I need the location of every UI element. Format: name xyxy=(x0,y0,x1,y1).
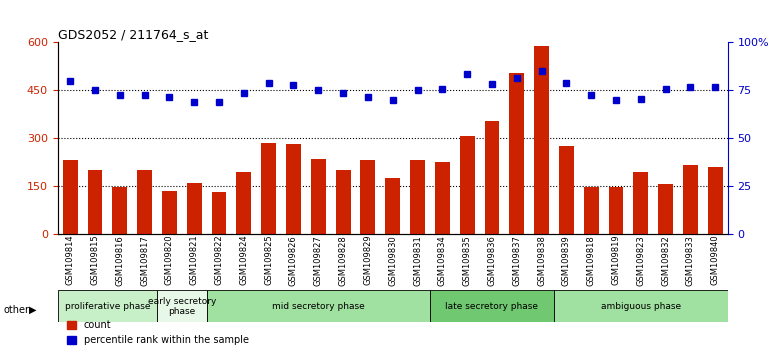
Bar xyxy=(286,144,301,234)
Bar xyxy=(534,46,549,234)
Bar xyxy=(137,170,152,234)
Bar xyxy=(460,136,474,234)
Text: GSM109819: GSM109819 xyxy=(611,235,621,285)
Text: ▶: ▶ xyxy=(29,305,37,315)
Bar xyxy=(261,143,276,234)
Text: GSM109820: GSM109820 xyxy=(165,235,174,285)
Text: GSM109829: GSM109829 xyxy=(363,235,373,285)
Text: late secretory phase: late secretory phase xyxy=(445,302,538,311)
Text: GSM109830: GSM109830 xyxy=(388,235,397,286)
Text: GSM109815: GSM109815 xyxy=(90,235,99,285)
Text: ambiguous phase: ambiguous phase xyxy=(601,302,681,311)
Bar xyxy=(634,171,648,234)
Bar xyxy=(336,170,350,234)
Text: GSM109832: GSM109832 xyxy=(661,235,670,286)
Text: GSM109826: GSM109826 xyxy=(289,235,298,286)
Text: GSM109827: GSM109827 xyxy=(313,235,323,286)
Bar xyxy=(236,171,251,234)
Bar xyxy=(157,290,206,322)
Bar xyxy=(212,192,226,234)
Text: GSM109824: GSM109824 xyxy=(239,235,249,285)
Bar xyxy=(559,146,574,234)
Bar xyxy=(584,188,598,234)
Text: GSM109822: GSM109822 xyxy=(215,235,223,285)
Text: GDS2052 / 211764_s_at: GDS2052 / 211764_s_at xyxy=(58,28,208,41)
Bar xyxy=(88,170,102,234)
Bar xyxy=(360,160,375,234)
Bar xyxy=(58,290,157,322)
Bar xyxy=(683,165,698,234)
Text: early secretory
phase: early secretory phase xyxy=(148,297,216,316)
Bar xyxy=(187,183,202,234)
Text: GSM109838: GSM109838 xyxy=(537,235,546,286)
Text: GSM109823: GSM109823 xyxy=(636,235,645,286)
Text: GSM109833: GSM109833 xyxy=(686,235,695,286)
Text: GSM109834: GSM109834 xyxy=(438,235,447,286)
Text: GSM109831: GSM109831 xyxy=(413,235,422,286)
Bar xyxy=(385,178,400,234)
Text: other: other xyxy=(4,305,30,315)
Text: GSM109817: GSM109817 xyxy=(140,235,149,286)
Text: GSM109818: GSM109818 xyxy=(587,235,596,286)
Text: GSM109837: GSM109837 xyxy=(512,235,521,286)
Text: proliferative phase: proliferative phase xyxy=(65,302,150,311)
Bar xyxy=(509,73,524,234)
Legend: count, percentile rank within the sample: count, percentile rank within the sample xyxy=(62,316,253,349)
Text: GSM109828: GSM109828 xyxy=(339,235,347,286)
Text: GSM109840: GSM109840 xyxy=(711,235,720,285)
Bar xyxy=(435,162,450,234)
Bar xyxy=(708,167,723,234)
Text: GSM109835: GSM109835 xyxy=(463,235,472,286)
Text: GSM109825: GSM109825 xyxy=(264,235,273,285)
Bar xyxy=(430,290,554,322)
Text: GSM109816: GSM109816 xyxy=(116,235,124,286)
Bar xyxy=(410,160,425,234)
Bar xyxy=(554,290,728,322)
Bar xyxy=(608,188,624,234)
Bar xyxy=(112,188,127,234)
Text: mid secretory phase: mid secretory phase xyxy=(272,302,365,311)
Text: GSM109821: GSM109821 xyxy=(189,235,199,285)
Text: GSM109839: GSM109839 xyxy=(562,235,571,286)
Text: GSM109814: GSM109814 xyxy=(65,235,75,285)
Bar xyxy=(311,159,326,234)
Bar xyxy=(484,120,500,234)
Bar xyxy=(162,190,177,234)
Text: GSM109836: GSM109836 xyxy=(487,235,497,286)
Bar xyxy=(62,160,78,234)
Bar xyxy=(658,184,673,234)
Bar xyxy=(206,290,430,322)
